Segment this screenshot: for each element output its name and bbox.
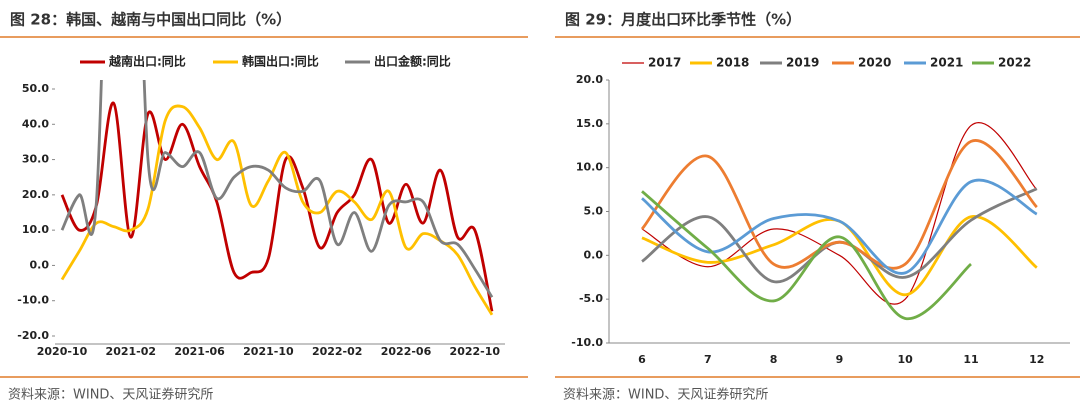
x-tick-label: 2021-06 — [174, 345, 225, 358]
y-tick-label: -20.0 — [17, 329, 49, 342]
series-line — [641, 190, 972, 320]
x-tick-label: 9 — [836, 353, 844, 366]
x-tick-label: 2022-06 — [381, 345, 432, 358]
x-tick-label: 12 — [1029, 353, 1044, 366]
y-tick-label: 30.0 — [22, 153, 49, 166]
series-line — [60, 101, 494, 312]
series-line — [640, 139, 1038, 270]
series-line — [641, 187, 1038, 284]
x-tick-label: 2021-10 — [243, 345, 294, 358]
y-tick-label: 10.0 — [576, 161, 603, 174]
x-tick-label: 10 — [898, 353, 914, 366]
series-line — [60, 80, 494, 298]
y-tick-label: -10.0 — [571, 336, 603, 349]
series-line — [641, 122, 1038, 305]
legend-label: 2019 — [786, 56, 819, 70]
legend-label: 出口金额:同比 — [374, 54, 451, 69]
x-tick-label: 2020-10 — [37, 345, 88, 358]
y-tick-label: -5.0 — [579, 292, 603, 305]
x-tick-label: 8 — [770, 353, 778, 366]
source: 资料来源：WIND、天风证券研究所 — [563, 387, 768, 403]
y-tick-label: 40.0 — [22, 117, 49, 130]
y-tick-label: 10.0 — [22, 223, 49, 236]
x-tick-label: 11 — [963, 353, 978, 366]
y-tick-label: 5.0 — [584, 205, 604, 218]
x-tick-label: 2022-02 — [312, 345, 363, 358]
legend-label: 韩国出口:同比 — [242, 54, 319, 69]
y-tick-label: 0.0 — [30, 258, 50, 271]
y-tick-label: -10.0 — [17, 294, 49, 307]
x-tick-label: 2021-02 — [106, 345, 157, 358]
chart-title: 图 29：月度出口环比季节性（%） — [565, 11, 801, 29]
legend-label: 2021 — [930, 56, 963, 70]
source: 资料来源：WIND、天风证券研究所 — [8, 387, 213, 403]
chart-title: 图 28：韩国、越南与中国出口同比（%） — [10, 11, 291, 29]
legend-label: 越南出口:同比 — [108, 54, 186, 69]
y-tick-label: 50.0 — [22, 82, 49, 95]
y-tick-label: 20.0 — [22, 188, 49, 201]
series-line — [60, 104, 494, 316]
legend-label: 2020 — [858, 56, 891, 70]
y-tick-label: 0.0 — [584, 248, 604, 261]
x-tick-label: 7 — [704, 353, 712, 366]
legend-label: 2018 — [716, 56, 749, 70]
x-tick-label: 6 — [638, 353, 646, 366]
series-line — [641, 178, 1038, 275]
legend-label: 2022 — [998, 56, 1031, 70]
legend-label: 2017 — [648, 56, 681, 70]
y-tick-label: 20.0 — [576, 73, 603, 86]
y-tick-label: 15.0 — [576, 117, 603, 130]
x-tick-label: 2022-10 — [450, 345, 501, 358]
